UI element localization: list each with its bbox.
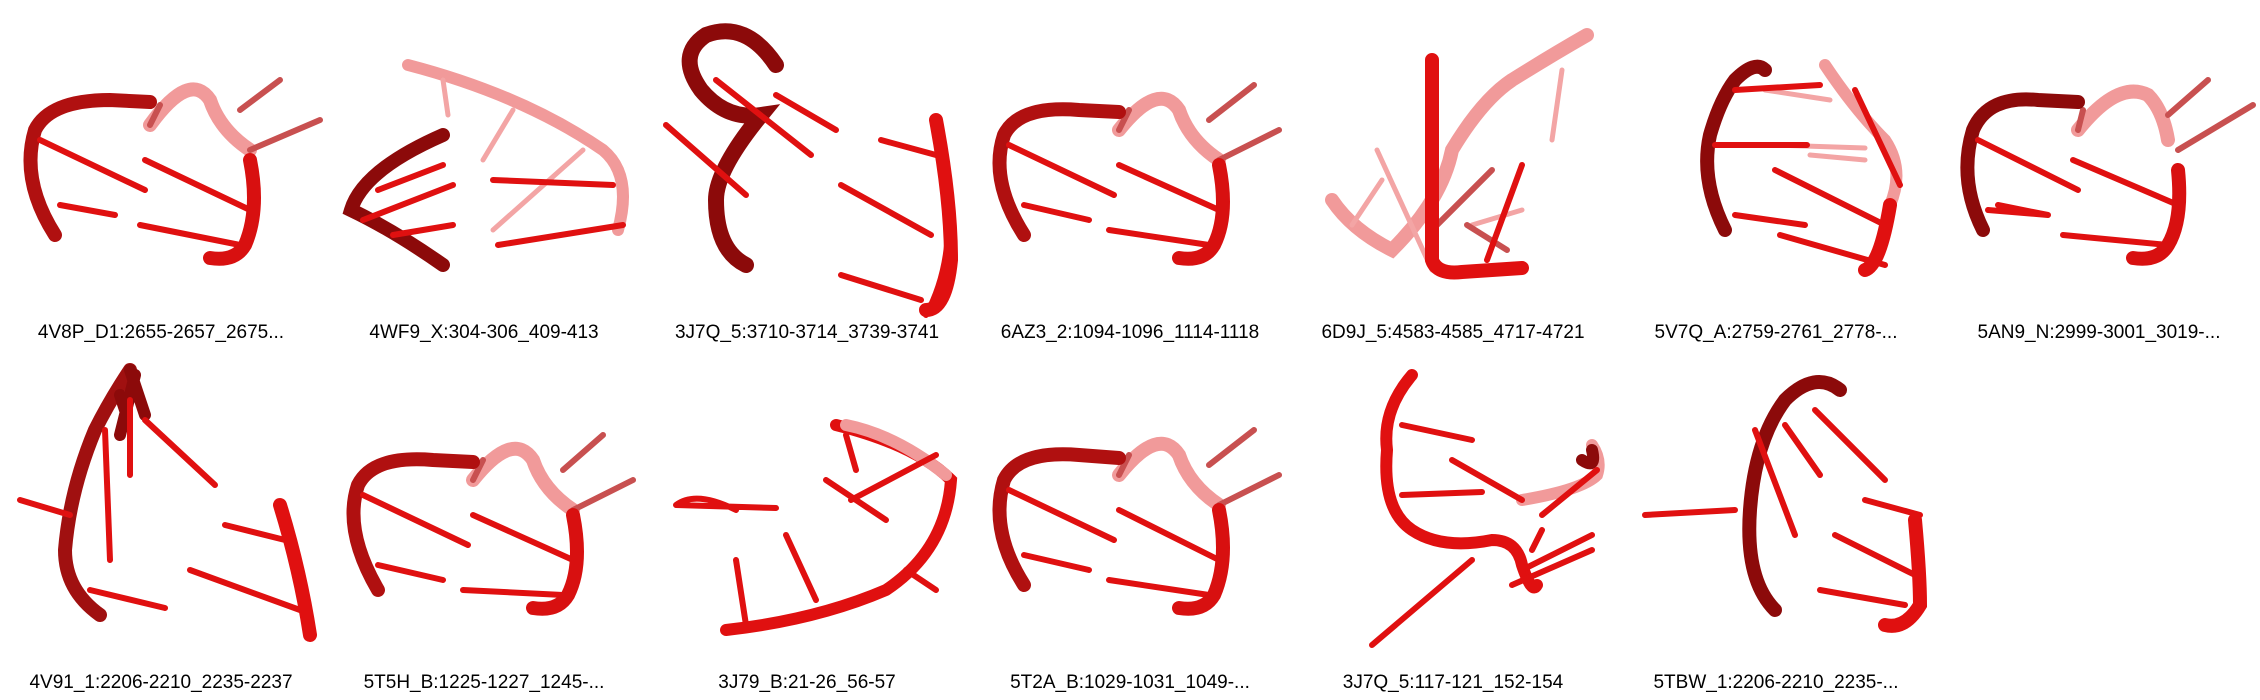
structure-tile[interactable]: 6D9J_5:4583-4585_4717-4721 <box>1292 0 1614 350</box>
rna-structure-image <box>1960 77 2256 266</box>
rna-structure-image <box>663 23 959 318</box>
rna-structure-image <box>1325 28 1594 280</box>
structure-label: 4V91_1:2206-2210_2235-2237 <box>29 672 293 693</box>
structure-label: 5V7Q_A:2759-2761_2778-... <box>1654 322 1898 343</box>
rna-structure-image <box>17 363 317 642</box>
rna-structure-image <box>23 77 323 266</box>
structure-tile[interactable]: 5V7Q_A:2759-2761_2778-... <box>1615 0 1937 350</box>
rna-structure-image <box>1369 369 1605 648</box>
structure-tile[interactable]: 5T5H_B:1225-1227_1245-... <box>323 350 645 700</box>
structure-tile[interactable]: 5AN9_N:2999-3001_3019-... <box>1938 0 2260 350</box>
structure-label: 6AZ3_2:1094-1096_1114-1118 <box>1000 322 1260 343</box>
structure-label: 5TBW_1:2206-2210_2235-... <box>1653 672 1899 693</box>
rna-structure-image <box>1642 375 1928 633</box>
structure-label: 5T5H_B:1225-1227_1245-... <box>363 672 605 693</box>
structure-label: 6D9J_5:4583-4585_4717-4721 <box>1321 322 1585 343</box>
structure-tile[interactable]: 4WF9_X:304-306_409-413 <box>323 0 645 350</box>
structure-tile[interactable]: 5T2A_B:1029-1031_1049-... <box>969 350 1291 700</box>
structure-label: 5AN9_N:2999-3001_3019-... <box>1977 322 2221 343</box>
structure-tile[interactable]: 4V8P_D1:2655-2657_2675... <box>0 0 323 350</box>
structure-label: 4V8P_D1:2655-2657_2675... <box>37 322 285 343</box>
structure-tile[interactable]: 3J7Q_5:117-121_152-154 <box>1292 350 1614 700</box>
rna-structure-image <box>992 82 1282 266</box>
structure-tile[interactable]: 4V91_1:2206-2210_2235-2237 <box>0 350 322 700</box>
structure-tile[interactable]: 6AZ3_2:1094-1096_1114-1118 <box>969 0 1291 350</box>
structure-label: 3J79_B:21-26_56-57 <box>718 672 896 693</box>
structure-label: 4WF9_X:304-306_409-413 <box>369 322 599 343</box>
structure-tile[interactable]: 3J7Q_5:3710-3714_3739-3741 <box>646 0 968 350</box>
structure-tile[interactable]: 5TBW_1:2206-2210_2235-... <box>1615 350 1937 700</box>
rna-structure-image <box>992 427 1282 616</box>
rna-structure-image <box>346 432 636 616</box>
structure-label: 3J7Q_5:117-121_152-154 <box>1342 672 1564 693</box>
rna-structure-image <box>673 419 958 636</box>
rna-structure-image <box>342 59 629 272</box>
structure-label: 5T2A_B:1029-1031_1049-... <box>1010 672 1250 693</box>
rna-structure-image <box>1700 59 1903 277</box>
structure-tile[interactable]: 3J79_B:21-26_56-57 <box>646 350 968 700</box>
structure-label: 3J7Q_5:3710-3714_3739-3741 <box>674 322 940 343</box>
